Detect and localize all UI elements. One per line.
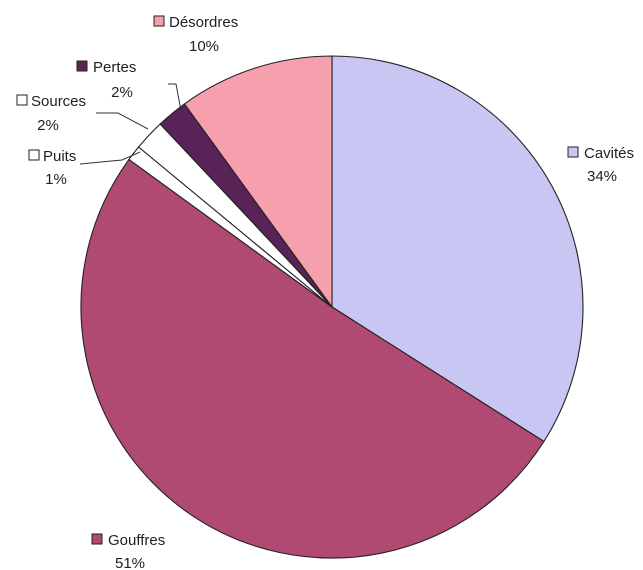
- legend-swatch-sources: [16, 94, 28, 106]
- legend-swatch-puits: [28, 149, 40, 161]
- leader-lines-layer: [79, 83, 182, 165]
- leader-line-pertes: [168, 83, 182, 112]
- slice-percent-cavites: 34%: [587, 168, 617, 185]
- slice-label-sources: Sources: [31, 93, 86, 110]
- legend-swatch-pertes: [76, 60, 88, 72]
- slice-label-pertes: Pertes: [93, 59, 136, 76]
- slice-label-cavites: Cavités: [584, 145, 634, 162]
- slice-label-gouffres: Gouffres: [108, 532, 165, 549]
- legend-swatch-desordres: [153, 15, 165, 27]
- labels-layer: Cavités 34% Gouffres 51% Puits 1% Sources 2% Per…: [16, 14, 634, 570]
- slice-percent-gouffres: 51%: [115, 555, 145, 570]
- pie-slice-desordres: [183, 55, 333, 308]
- pie-slice-gouffres: [80, 158, 545, 559]
- slice-percent-puits: 1%: [45, 171, 67, 188]
- slice-label-desordres: Désordres: [169, 14, 238, 31]
- slice-label-puits: Puits: [43, 148, 76, 165]
- slice-percent-sources: 2%: [37, 117, 59, 134]
- pie-slice-cavites: [331, 55, 584, 443]
- leader-line-puits: [79, 151, 141, 165]
- slice-percent-desordres: 10%: [189, 38, 219, 55]
- legend-swatch-cavites: [567, 146, 579, 158]
- slices-layer: [80, 55, 584, 559]
- leader-line-sources: [96, 112, 149, 130]
- legend-swatch-gouffres: [91, 533, 103, 545]
- slice-percent-pertes: 2%: [111, 84, 133, 101]
